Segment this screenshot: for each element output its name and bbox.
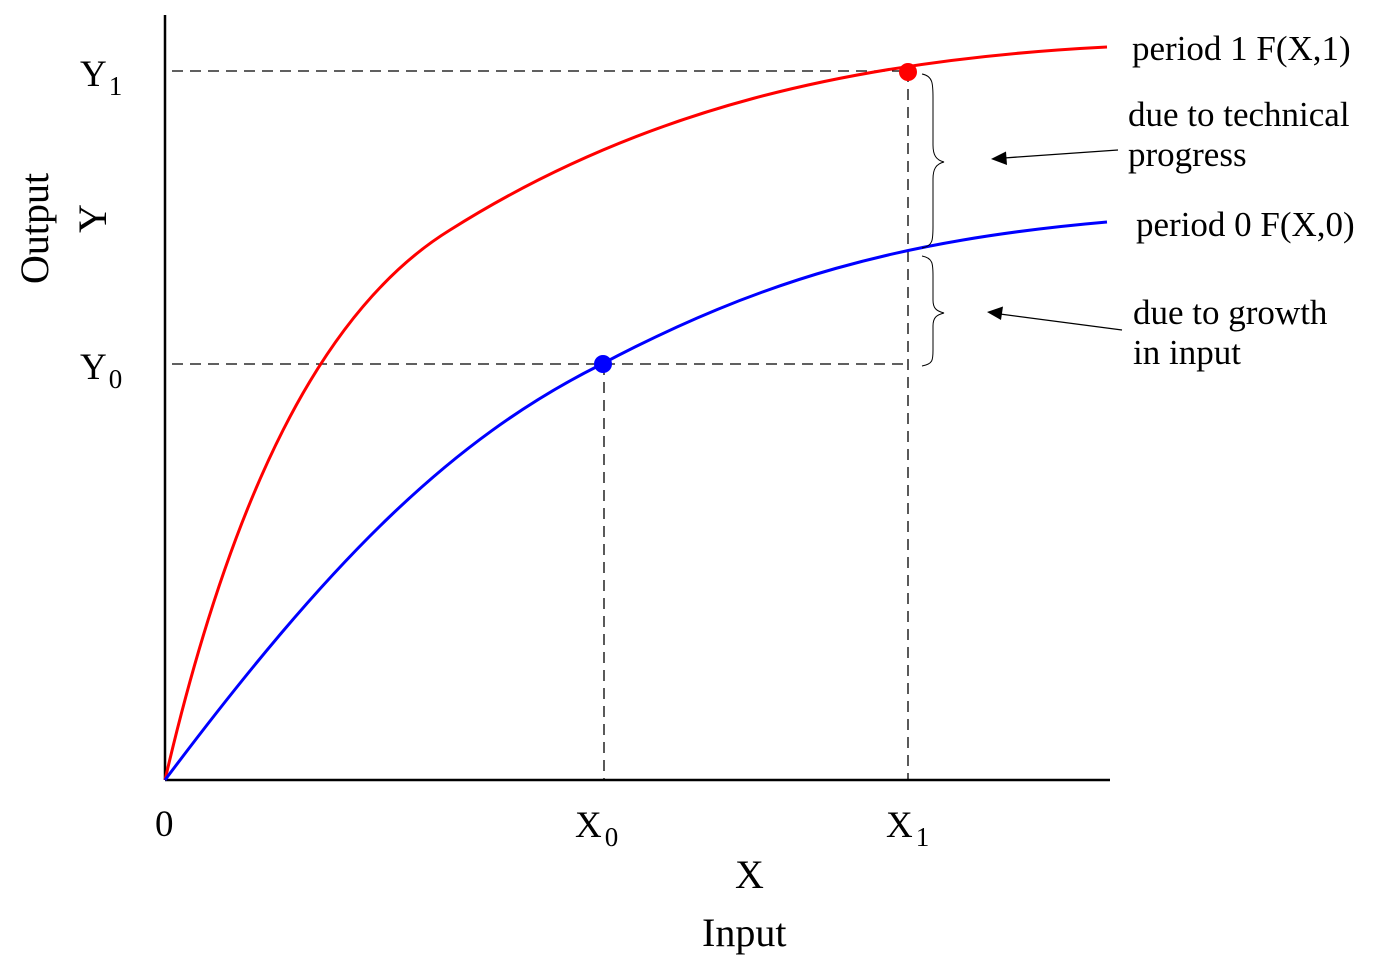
origin-label: 0 bbox=[155, 804, 174, 845]
x-axis-name: Input bbox=[702, 910, 786, 955]
period0-point bbox=[594, 355, 612, 373]
technical-progress-annotation-line1: due to technical bbox=[1128, 95, 1350, 134]
input-growth-brace bbox=[921, 255, 945, 367]
technical-progress-arrowhead bbox=[991, 151, 1007, 165]
period0-curve bbox=[163, 220, 1108, 781]
input-growth-annotation-line1: due to growth bbox=[1133, 293, 1328, 332]
y0-tick-label: Y0 bbox=[80, 347, 122, 394]
technical-progress-annotation-line2: progress bbox=[1128, 135, 1247, 174]
x-axis-variable: X bbox=[735, 852, 764, 897]
period1-curve bbox=[163, 45, 1108, 781]
input-growth-arrow bbox=[999, 313, 1123, 331]
period1-curve-label: period 1 F(X,1) bbox=[1132, 29, 1351, 68]
technical-progress-brace bbox=[921, 73, 945, 249]
y-axis-variable: Y bbox=[70, 204, 115, 233]
input-growth-annotation-line2: in input bbox=[1133, 333, 1241, 372]
period1-point bbox=[899, 63, 917, 81]
technical-progress-arrow bbox=[1003, 149, 1119, 159]
y-axis-name: Output bbox=[12, 173, 57, 284]
input-growth-arrowhead bbox=[987, 306, 1003, 320]
y1-tick-label: Y1 bbox=[80, 54, 122, 101]
period0-curve-label: period 0 F(X,0) bbox=[1136, 205, 1355, 244]
